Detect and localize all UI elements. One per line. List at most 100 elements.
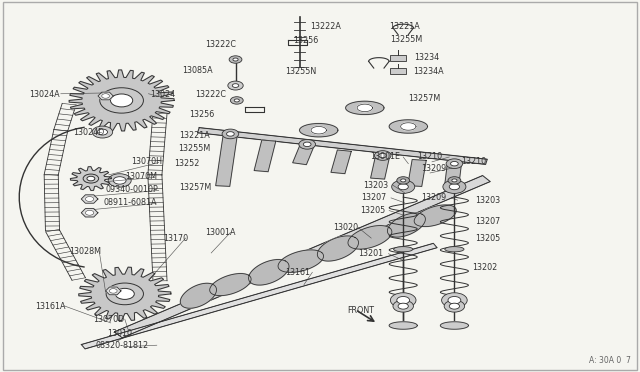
Polygon shape xyxy=(389,120,428,133)
FancyBboxPatch shape xyxy=(390,68,406,74)
Text: 13257M: 13257M xyxy=(179,183,211,192)
Text: 13070H: 13070H xyxy=(131,157,162,166)
Circle shape xyxy=(222,129,239,139)
Circle shape xyxy=(97,129,108,135)
Circle shape xyxy=(444,300,465,312)
Text: 13222A: 13222A xyxy=(310,22,341,31)
Text: 13085A: 13085A xyxy=(182,66,213,75)
Circle shape xyxy=(393,300,413,312)
Circle shape xyxy=(109,289,117,293)
Text: 13205: 13205 xyxy=(475,234,500,243)
Polygon shape xyxy=(331,150,351,174)
Circle shape xyxy=(83,174,99,183)
Polygon shape xyxy=(408,160,426,186)
Circle shape xyxy=(299,140,316,149)
Polygon shape xyxy=(106,287,121,295)
FancyBboxPatch shape xyxy=(390,55,406,61)
Circle shape xyxy=(86,196,93,202)
Circle shape xyxy=(303,142,311,147)
Text: 13024: 13024 xyxy=(150,90,175,99)
Polygon shape xyxy=(389,322,417,329)
Circle shape xyxy=(113,177,126,184)
Circle shape xyxy=(448,177,461,184)
Text: 08320-81812: 08320-81812 xyxy=(96,341,149,350)
Text: 13222C: 13222C xyxy=(195,90,226,99)
Text: 13221A: 13221A xyxy=(389,22,420,31)
Text: 13210: 13210 xyxy=(461,157,486,166)
Circle shape xyxy=(102,94,109,98)
Polygon shape xyxy=(70,167,111,190)
Polygon shape xyxy=(311,126,326,134)
Text: 13024D: 13024D xyxy=(74,128,105,137)
Circle shape xyxy=(111,94,132,107)
Circle shape xyxy=(446,159,463,169)
Polygon shape xyxy=(346,101,384,115)
Circle shape xyxy=(442,293,467,308)
Polygon shape xyxy=(317,236,358,261)
Circle shape xyxy=(448,296,461,304)
Text: 09340-0010P: 09340-0010P xyxy=(106,185,158,194)
Text: 13255M: 13255M xyxy=(390,35,422,44)
Polygon shape xyxy=(278,250,324,272)
Text: 08911-6081A: 08911-6081A xyxy=(104,198,157,207)
Circle shape xyxy=(392,180,415,193)
Text: 13010: 13010 xyxy=(108,329,132,338)
Text: 13028M: 13028M xyxy=(69,247,101,256)
Text: 13202: 13202 xyxy=(472,263,497,272)
Text: 13256: 13256 xyxy=(189,110,214,119)
Text: 13222C: 13222C xyxy=(205,40,236,49)
Circle shape xyxy=(449,184,460,190)
Polygon shape xyxy=(248,260,289,285)
Circle shape xyxy=(390,293,416,308)
Text: 13207: 13207 xyxy=(475,217,500,226)
Text: 13209: 13209 xyxy=(421,193,446,202)
Ellipse shape xyxy=(445,247,464,252)
Polygon shape xyxy=(357,104,372,112)
Text: 13161: 13161 xyxy=(285,268,310,277)
Text: 13252: 13252 xyxy=(174,159,200,168)
Text: 13257M: 13257M xyxy=(408,94,440,103)
Polygon shape xyxy=(180,283,216,308)
Polygon shape xyxy=(387,213,426,237)
Polygon shape xyxy=(440,322,468,329)
Text: 13020: 13020 xyxy=(333,223,358,232)
Text: 13255M: 13255M xyxy=(178,144,210,153)
Circle shape xyxy=(398,184,408,190)
Polygon shape xyxy=(81,209,98,217)
Circle shape xyxy=(228,81,243,90)
Circle shape xyxy=(401,179,406,182)
Polygon shape xyxy=(81,195,98,203)
Circle shape xyxy=(87,176,95,181)
Text: A: 30A 0  7: A: 30A 0 7 xyxy=(589,356,630,365)
Circle shape xyxy=(398,303,408,309)
Text: 13234: 13234 xyxy=(414,53,439,62)
Text: 13161A: 13161A xyxy=(35,302,66,311)
Polygon shape xyxy=(414,205,456,227)
Circle shape xyxy=(233,58,238,61)
Circle shape xyxy=(86,210,93,215)
Circle shape xyxy=(452,179,457,182)
Text: 13070D: 13070D xyxy=(93,315,124,324)
Ellipse shape xyxy=(394,247,413,252)
Circle shape xyxy=(379,153,387,158)
Text: 13203: 13203 xyxy=(364,181,388,190)
Polygon shape xyxy=(292,144,314,165)
Circle shape xyxy=(227,132,234,136)
Text: 13205: 13205 xyxy=(360,206,385,215)
Circle shape xyxy=(397,296,410,304)
Circle shape xyxy=(115,288,134,299)
Circle shape xyxy=(232,84,239,87)
Circle shape xyxy=(230,97,243,104)
Circle shape xyxy=(443,180,466,193)
Text: 13256: 13256 xyxy=(293,36,318,45)
Text: 13201: 13201 xyxy=(358,249,383,258)
Polygon shape xyxy=(98,92,113,100)
Polygon shape xyxy=(79,267,171,321)
Circle shape xyxy=(108,174,131,187)
Text: 13209: 13209 xyxy=(421,164,446,173)
Circle shape xyxy=(374,151,391,160)
Circle shape xyxy=(451,161,458,166)
Circle shape xyxy=(397,177,410,184)
Polygon shape xyxy=(348,225,392,249)
Text: 13001A: 13001A xyxy=(205,228,236,237)
